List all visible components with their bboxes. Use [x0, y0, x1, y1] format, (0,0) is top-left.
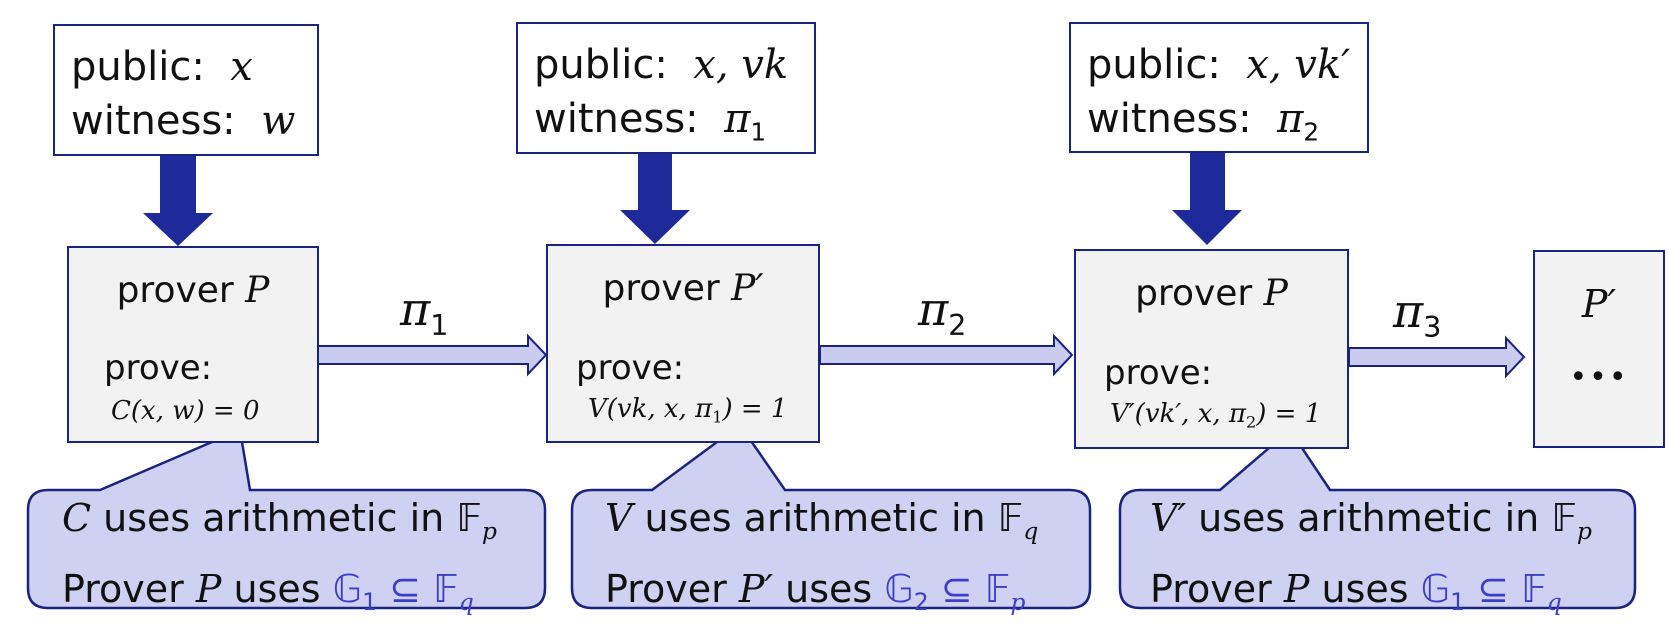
witness-label: witness:	[71, 98, 236, 144]
prover-title: prover P′	[602, 268, 764, 309]
down-arrow-1	[143, 156, 213, 246]
prover-box-2: prover P′ prove: V(vk, x, π1) = 1	[546, 244, 820, 443]
input-box-1: public: x witness: w	[53, 24, 319, 156]
pi-label-2: π2	[918, 282, 967, 342]
down-arrow-3	[1172, 153, 1242, 245]
public-label: public:	[71, 44, 205, 90]
callout-line-1: V′ uses arithmetic in 𝔽p	[1150, 496, 1592, 546]
right-arrow-3	[1348, 335, 1526, 379]
prove-label: prove:	[104, 348, 213, 388]
right-arrow-1	[317, 333, 548, 377]
prove-equation: C(x, w) = 0	[111, 396, 260, 426]
public-value: x	[230, 44, 253, 90]
input-box-2: public: x, vk witness: π1	[516, 22, 816, 154]
callout-line-1: C uses arithmetic in 𝔽p	[62, 496, 497, 546]
prover-title: prover P	[116, 270, 270, 311]
right-arrow-2	[819, 333, 1074, 377]
prover-symbol: P′	[1581, 282, 1617, 326]
witness-label: witness:	[534, 96, 699, 142]
pi-label-3: π3	[1393, 284, 1442, 344]
public-label: public:	[534, 42, 668, 88]
public-label: public:	[1087, 42, 1221, 88]
callout-line-2: Prover P uses 𝔾1 ⊆ 𝔽q	[62, 567, 474, 617]
callout-3-shape	[1118, 428, 1637, 610]
callout-3-text: V′ uses arithmetic in 𝔽p Prover P uses 𝔾…	[1150, 489, 1592, 631]
prove-equation: V(vk, x, π1) = 1	[588, 394, 788, 427]
public-value: x, vk	[693, 42, 789, 88]
input-box-3: public: x, vk′ witness: π2	[1069, 22, 1369, 153]
callout-1-text: C uses arithmetic in 𝔽p Prover P uses 𝔾1…	[62, 489, 497, 631]
witness-subscript: 2	[1303, 117, 1320, 147]
callout-1-shape	[26, 428, 547, 610]
public-value: x, vk′	[1246, 42, 1351, 88]
prover-box-4-partial: P′ •••	[1533, 250, 1665, 448]
prove-equation: V′(vk′, x, π2) = 1	[1110, 399, 1322, 432]
callout-line-2: Prover P′ uses 𝔾2 ⊆ 𝔽p	[605, 567, 1026, 617]
callout-line-1: V uses arithmetic in 𝔽q	[605, 496, 1039, 546]
diagram-shapes	[26, 153, 1637, 610]
witness-value: π	[724, 96, 751, 142]
witness-subscript: 1	[750, 117, 767, 147]
prover-box-1: prover P prove: C(x, w) = 0	[67, 246, 319, 443]
down-arrow-2	[620, 154, 690, 244]
witness-label: witness:	[1087, 96, 1252, 142]
ellipsis: •••	[1569, 360, 1629, 395]
pi-label-1: π1	[400, 282, 449, 342]
prove-label: prove:	[1104, 353, 1213, 393]
witness-value: π	[1277, 96, 1304, 142]
prover-title: prover P	[1135, 273, 1288, 314]
callout-line-2: Prover P uses 𝔾1 ⊆ 𝔽q	[1150, 567, 1562, 617]
callout-2-shape	[570, 423, 1092, 610]
prove-label: prove:	[576, 348, 685, 388]
prover-box-3: prover P prove: V′(vk′, x, π2) = 1	[1074, 249, 1349, 449]
callout-2-text: V uses arithmetic in 𝔽q Prover P′ uses 𝔾…	[605, 489, 1038, 631]
witness-value: w	[261, 98, 296, 144]
